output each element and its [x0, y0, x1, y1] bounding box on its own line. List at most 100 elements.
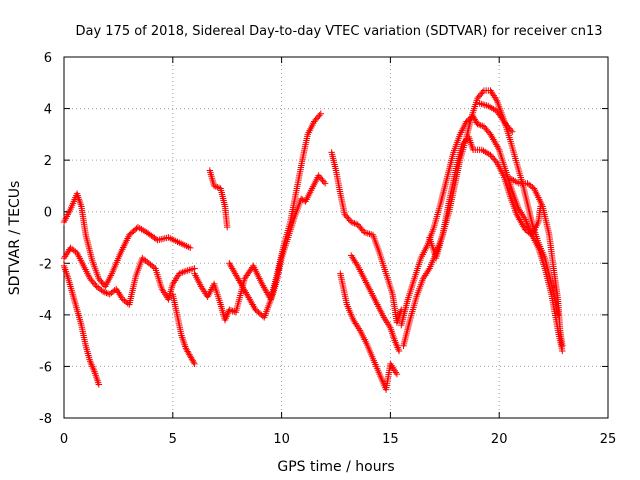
point-marker: [181, 268, 188, 275]
point-marker: [98, 287, 105, 294]
point-marker: [190, 359, 197, 366]
point-marker: [317, 110, 324, 117]
x-tick-label: 0: [60, 432, 68, 447]
y-tick-label: -8: [39, 412, 52, 427]
point-marker: [499, 116, 506, 123]
point-marker: [497, 112, 504, 120]
series-track-o: [506, 174, 566, 349]
point-marker: [96, 285, 104, 293]
point-marker: [67, 244, 74, 252]
point-marker: [229, 307, 236, 315]
point-marker: [485, 129, 493, 137]
point-marker: [226, 306, 233, 313]
point-marker: [145, 260, 153, 267]
point-marker: [148, 262, 156, 270]
point-marker: [214, 184, 221, 191]
y-axis-label: SDTVAR / TECUs: [7, 181, 23, 296]
point-marker: [525, 181, 533, 188]
series-track-h: [328, 149, 405, 326]
y-tick-label: 4: [44, 103, 52, 118]
point-marker: [92, 281, 99, 289]
series-track-n: [476, 100, 516, 135]
point-marker: [99, 288, 107, 295]
point-marker: [122, 298, 130, 306]
series-track-e: [191, 110, 324, 324]
point-marker: [177, 269, 185, 277]
point-marker: [479, 88, 486, 96]
point-marker: [121, 297, 128, 304]
point-marker: [144, 258, 151, 266]
point-marker: [524, 180, 531, 187]
point-marker: [179, 269, 186, 276]
point-marker: [321, 180, 329, 187]
point-marker: [498, 114, 505, 121]
point-marker: [320, 178, 328, 186]
point-marker: [348, 218, 355, 226]
series-track-f: [206, 167, 231, 231]
point-marker: [119, 296, 126, 303]
y-tick-label: 2: [44, 154, 52, 169]
point-marker: [241, 275, 248, 282]
point-marker: [108, 289, 115, 297]
point-marker: [509, 128, 516, 135]
x-tick-label: 5: [169, 432, 177, 447]
axis-ticks: 0 5 10 15 20 25 -8 -6 -4 -2 0 2 4 6: [39, 51, 616, 447]
point-marker: [351, 220, 358, 227]
point-marker: [212, 183, 219, 190]
point-marker: [522, 226, 529, 233]
x-axis-label: GPS time / hours: [277, 459, 394, 475]
point-marker: [525, 229, 532, 236]
point-marker: [70, 247, 77, 254]
point-marker: [245, 269, 253, 276]
x-tick-label: 15: [382, 432, 399, 447]
point-marker: [492, 157, 499, 165]
point-marker: [104, 290, 112, 297]
scatter-marks: [60, 87, 566, 393]
point-marker: [224, 223, 231, 231]
point-marker: [95, 381, 103, 388]
series-track-c: [60, 262, 103, 388]
y-tick-label: 0: [44, 206, 52, 221]
point-marker: [106, 291, 113, 298]
point-marker: [527, 182, 534, 190]
point-marker: [496, 111, 503, 118]
series-track-g: [226, 172, 329, 321]
point-marker: [243, 272, 250, 279]
series-track-b: [60, 244, 198, 308]
y-tick-label: -6: [39, 360, 52, 375]
point-marker: [316, 112, 323, 119]
point-marker: [191, 360, 198, 368]
plot-frame: [63, 56, 609, 419]
point-marker: [242, 273, 249, 281]
y-tick-label: 6: [44, 51, 52, 66]
point-marker: [150, 263, 157, 271]
chart-title: Day 175 of 2018, Sidereal Day-to-day VTE…: [75, 24, 602, 39]
point-marker: [349, 219, 357, 226]
x-tick-label: 25: [600, 432, 617, 447]
point-marker: [109, 288, 117, 295]
point-marker: [142, 257, 149, 264]
point-marker: [95, 284, 102, 291]
point-marker: [507, 127, 515, 134]
point-marker: [68, 245, 76, 253]
point-marker: [246, 267, 254, 274]
point-marker: [493, 107, 501, 115]
point-marker: [140, 256, 148, 263]
series-track-i: [337, 270, 401, 393]
x-tick-label: 10: [273, 432, 290, 447]
point-marker: [477, 122, 484, 129]
point-marker: [474, 120, 481, 128]
point-marker: [395, 347, 403, 355]
series-track-a: [60, 190, 194, 290]
point-marker: [176, 270, 183, 277]
point-marker: [500, 117, 507, 125]
point-marker: [93, 283, 100, 290]
point-marker: [523, 227, 531, 235]
point-marker: [187, 244, 194, 252]
series-track-d: [169, 291, 198, 368]
series-track-m: [426, 133, 544, 262]
point-marker: [393, 370, 401, 378]
y-tick-label: -4: [39, 309, 52, 324]
y-tick-label: -2: [39, 257, 52, 272]
